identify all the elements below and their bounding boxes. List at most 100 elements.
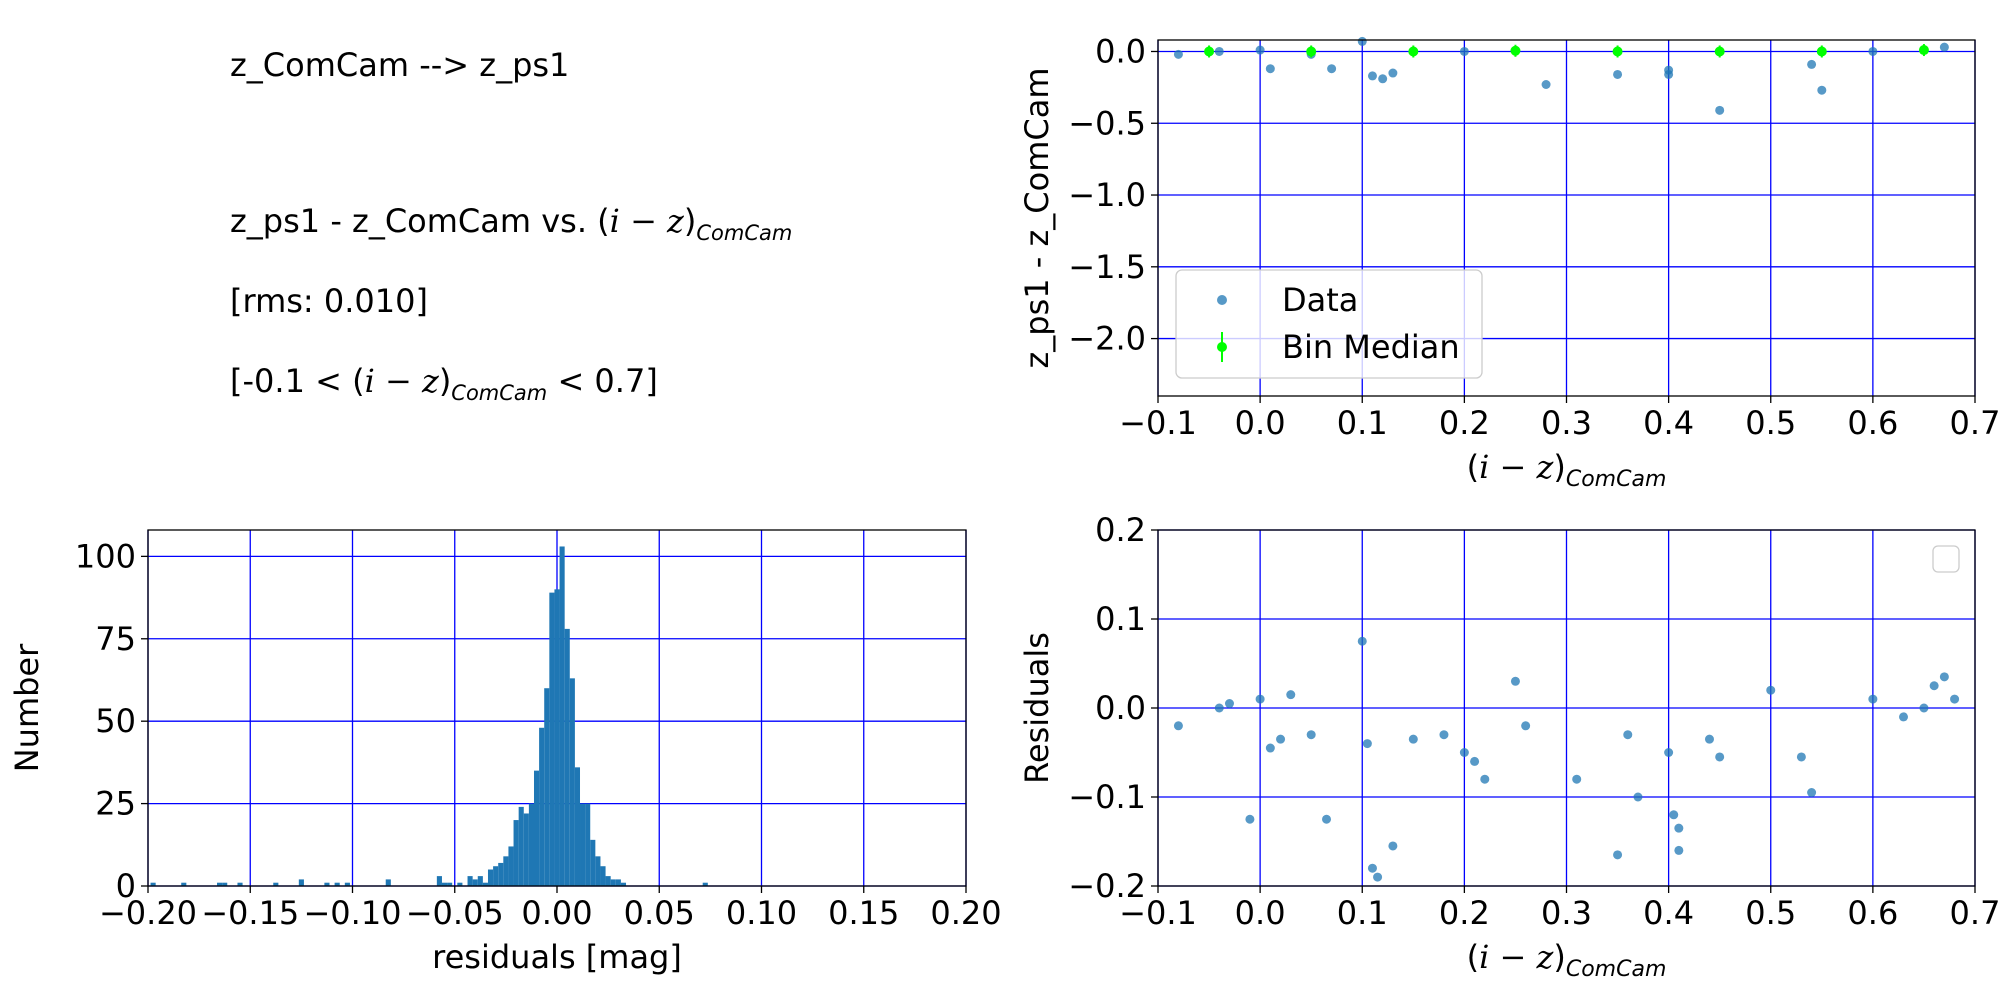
data-point	[1408, 734, 1418, 744]
histogram-bar	[605, 876, 611, 886]
data-point	[1674, 823, 1684, 833]
data-point	[1388, 68, 1398, 78]
histogram-bar	[436, 876, 442, 886]
x-tick-label: 0.15	[828, 894, 899, 932]
histogram-bar	[569, 678, 575, 886]
histogram-bar	[472, 879, 478, 886]
histogram-bar	[181, 882, 187, 886]
data-point	[1613, 850, 1623, 860]
x-tick-label: −0.05	[406, 894, 504, 932]
x-tick-label: 0.1	[1337, 404, 1388, 442]
histogram-bar	[487, 869, 494, 886]
histogram-bar	[513, 820, 519, 886]
x-tick-label: 0.6	[1847, 404, 1898, 442]
x-tick-label: −0.1	[1119, 404, 1197, 442]
data-point	[1214, 46, 1224, 56]
data-point	[1664, 748, 1674, 757]
info-rms: [rms: 0.010]	[230, 282, 428, 320]
y-tick-label: 50	[95, 702, 136, 740]
data-point	[1796, 752, 1806, 762]
histogram-bar	[528, 803, 534, 886]
histogram-bar	[554, 589, 560, 886]
y-tick-label: 25	[95, 785, 136, 823]
y-tick-label: 100	[75, 537, 136, 575]
panel-top-scatter: −0.1 0.0 0.1 0.2 0.3 0.4 0.5 0.6 0.7 0.0 −0.5 −1.0 −…	[1018, 32, 2000, 492]
histogram-bar	[273, 882, 279, 886]
x-tick-label: 0.20	[930, 894, 1001, 932]
data-point	[1373, 872, 1383, 882]
histogram-bar	[298, 879, 304, 886]
info-range-prefix: [-0.1 <	[230, 362, 353, 400]
legend: Data Bin Median	[1175, 269, 1483, 379]
data-point	[1173, 721, 1183, 731]
y-tick-label: 0.0	[1095, 689, 1146, 727]
info-fit-description: z_ps1 - z_ComCam vs. (i − z)ComCam	[230, 202, 793, 245]
x-tick-label: 0.1	[1337, 894, 1388, 932]
data-point	[1939, 672, 1949, 682]
data-point	[1480, 774, 1490, 784]
y-tick-label: −1.5	[1068, 248, 1146, 286]
histogram-bar	[544, 688, 550, 886]
x-tick-label: 0.2	[1439, 404, 1490, 442]
x-tick-label: 0.4	[1643, 894, 1694, 932]
x-tick-label: 0.0	[1235, 404, 1286, 442]
data-point	[1306, 730, 1316, 740]
data-point	[1613, 69, 1623, 79]
histogram-bar	[385, 879, 391, 886]
median-point	[1510, 45, 1521, 56]
histogram-bar	[334, 882, 340, 886]
data-point	[1357, 636, 1367, 646]
info-range: [-0.1 < (i − z)ComCam < 0.7]	[230, 362, 658, 405]
x-tick-label: 0.00	[521, 894, 592, 932]
info-title-text: z_ComCam --> z_ps1	[230, 46, 570, 84]
histogram-bar	[498, 862, 504, 886]
data-point	[1388, 841, 1398, 851]
data-point	[1265, 64, 1275, 74]
info-range-suffix: < 0.7]	[547, 362, 658, 400]
histogram-bar	[559, 546, 565, 886]
histogram-bar	[503, 856, 509, 886]
y-tick-label: −0.5	[1068, 104, 1146, 142]
info-fit-color: (i − z)ComCam	[597, 202, 793, 245]
y-tick-label: −0.1	[1068, 778, 1146, 816]
x-tick-label: 0.5	[1745, 404, 1796, 442]
histogram-bar	[564, 628, 570, 886]
data-point	[1939, 42, 1949, 52]
data-point	[1322, 814, 1332, 824]
histogram-bar	[237, 882, 243, 886]
panel-residual-scatter: −0.1 0.0 0.1 0.2 0.3 0.4 0.5 0.6 0.7 0.2 0.1 0.0 −0.…	[1018, 511, 2000, 982]
data-point	[1255, 694, 1265, 704]
y-tick-label: 0.0	[1095, 32, 1146, 70]
histogram-bar	[477, 876, 483, 886]
data-point	[1623, 730, 1633, 740]
data-point	[1245, 814, 1255, 824]
histogram-bar	[447, 882, 453, 886]
data-point	[1362, 739, 1372, 749]
data-point	[1510, 676, 1520, 686]
data-point	[1929, 681, 1939, 691]
y-tick-label: 0.2	[1095, 511, 1146, 549]
x-tick-label: 0.05	[624, 894, 695, 932]
histogram-bar	[539, 727, 545, 886]
legend-box	[1175, 269, 1483, 379]
y-tick-label: −1.0	[1068, 176, 1146, 214]
legend-data-marker	[1217, 295, 1227, 305]
data-point	[1265, 743, 1275, 753]
x-tick-label: −0.20	[99, 894, 197, 932]
histogram-bar	[585, 803, 591, 886]
data-point	[1704, 734, 1714, 744]
median-point	[1612, 46, 1623, 57]
data-point	[1807, 59, 1817, 69]
histogram-bar	[217, 882, 223, 886]
panel-residual-histogram: −0.20 −0.15 −0.10 −0.05 0.00 0.05 0.10 0.15 0.20…	[8, 529, 1002, 976]
y-tick-label: −0.2	[1068, 867, 1146, 905]
median-point	[1714, 46, 1725, 57]
legend-data-label: Data	[1282, 281, 1358, 319]
y-tick-label: 0.1	[1095, 600, 1146, 638]
data-point	[1899, 712, 1909, 722]
histogram-bar	[549, 592, 555, 886]
data-point	[1255, 45, 1265, 55]
data-point	[1541, 80, 1551, 89]
data-point	[1214, 703, 1224, 713]
